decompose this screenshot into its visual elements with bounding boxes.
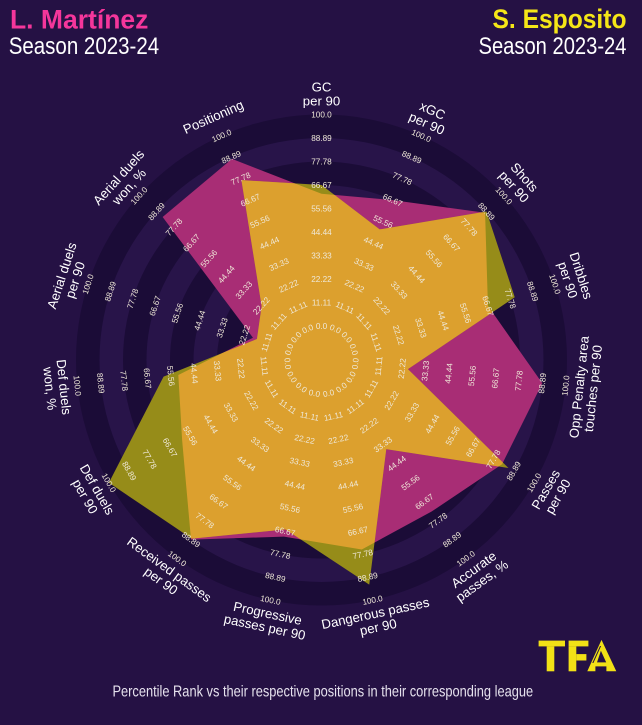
svg-text:66.67: 66.67: [311, 181, 332, 190]
svg-text:0.0: 0.0: [283, 342, 295, 356]
svg-text:44.44: 44.44: [444, 362, 455, 384]
svg-text:11.11: 11.11: [373, 356, 384, 377]
svg-text:Percentile Rank vs their respe: Percentile Rank vs their respective posi…: [112, 684, 533, 701]
svg-text:100.0: 100.0: [72, 375, 83, 397]
svg-text:0.0: 0.0: [351, 357, 361, 370]
svg-text:0.0: 0.0: [328, 323, 342, 336]
svg-text:33.33: 33.33: [311, 251, 332, 260]
svg-text:44.44: 44.44: [188, 363, 199, 385]
svg-text:0.0: 0.0: [348, 343, 360, 357]
svg-text:0.0: 0.0: [308, 388, 321, 399]
svg-text:88.89: 88.89: [357, 571, 379, 584]
svg-text:33.33: 33.33: [420, 360, 431, 382]
svg-text:11.11: 11.11: [323, 410, 344, 423]
svg-text:33.33: 33.33: [332, 456, 354, 469]
svg-text:44.44: 44.44: [284, 479, 306, 492]
svg-text:22.22: 22.22: [397, 357, 408, 379]
svg-text:88.89: 88.89: [95, 373, 106, 395]
svg-text:55.56: 55.56: [342, 502, 364, 515]
svg-text:0.0: 0.0: [301, 323, 315, 336]
svg-text:Season 2023-24: Season 2023-24: [9, 33, 160, 60]
svg-text:55.56: 55.56: [279, 502, 301, 515]
svg-text:55.56: 55.56: [311, 204, 332, 213]
svg-text:55.56: 55.56: [165, 365, 176, 387]
svg-text:22.22: 22.22: [327, 433, 349, 446]
svg-text:88.89: 88.89: [311, 134, 332, 143]
svg-text:11.11: 11.11: [299, 410, 320, 423]
svg-text:33.33: 33.33: [212, 360, 223, 382]
svg-text:per 90: per 90: [303, 93, 340, 108]
svg-text:11.11: 11.11: [259, 356, 270, 377]
svg-text:88.89: 88.89: [537, 372, 548, 394]
svg-text:22.22: 22.22: [294, 433, 316, 446]
svg-text:66.67: 66.67: [347, 525, 369, 538]
svg-text:77.78: 77.78: [118, 370, 129, 392]
svg-text:33.33: 33.33: [289, 456, 311, 469]
svg-text:66.67: 66.67: [490, 367, 501, 389]
svg-text:22.22: 22.22: [311, 275, 332, 284]
svg-text:66.67: 66.67: [274, 525, 296, 538]
svg-text:100.0: 100.0: [259, 594, 281, 607]
svg-text:22.22: 22.22: [235, 358, 246, 380]
svg-text:won, %: won, %: [40, 365, 60, 411]
svg-text:77.78: 77.78: [514, 370, 525, 392]
svg-text:100.0: 100.0: [560, 375, 571, 397]
svg-text:Season 2023-24: Season 2023-24: [479, 33, 627, 60]
svg-text:GC: GC: [312, 79, 332, 94]
svg-text:66.67: 66.67: [142, 368, 153, 390]
svg-text:0.0: 0.0: [316, 322, 328, 331]
svg-text:S. Esposito: S. Esposito: [493, 4, 627, 34]
svg-text:55.56: 55.56: [467, 365, 478, 387]
svg-text:0.0: 0.0: [322, 388, 335, 399]
svg-text:77.78: 77.78: [352, 548, 374, 561]
svg-text:Def duels: Def duels: [54, 359, 75, 416]
svg-text:100.0: 100.0: [362, 594, 384, 607]
svg-text:100.0: 100.0: [311, 110, 332, 119]
svg-text:L. Martínez: L. Martínez: [10, 4, 148, 34]
svg-text:77.78: 77.78: [311, 157, 332, 166]
svg-text:88.89: 88.89: [264, 571, 286, 584]
svg-text:77.78: 77.78: [269, 548, 291, 561]
svg-text:44.44: 44.44: [311, 228, 332, 237]
svg-text:11.11: 11.11: [312, 298, 332, 307]
svg-text:44.44: 44.44: [337, 479, 359, 492]
svg-text:0.0: 0.0: [282, 357, 292, 370]
